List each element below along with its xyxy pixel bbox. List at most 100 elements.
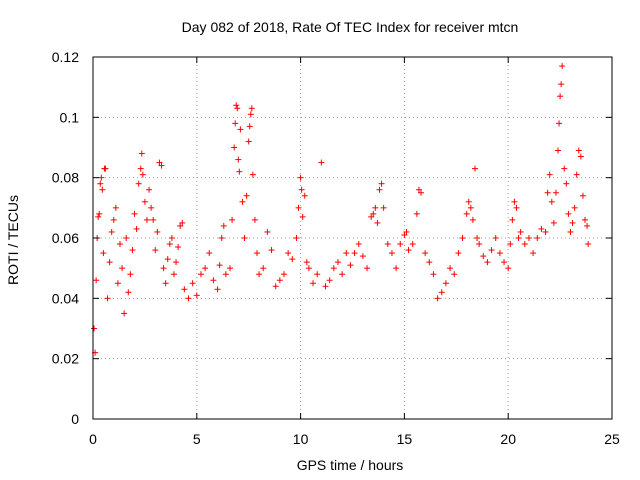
data-point bbox=[447, 265, 454, 272]
data-point bbox=[409, 241, 416, 248]
data-point bbox=[343, 250, 350, 257]
x-tick-label: 5 bbox=[193, 431, 201, 447]
data-point bbox=[455, 250, 462, 257]
data-point bbox=[237, 126, 244, 133]
data-point bbox=[299, 213, 306, 220]
data-point bbox=[173, 259, 180, 266]
data-point bbox=[351, 250, 358, 257]
data-point bbox=[418, 189, 425, 196]
data-point bbox=[507, 241, 514, 248]
data-point bbox=[175, 244, 182, 251]
data-point bbox=[538, 225, 545, 232]
data-point bbox=[164, 256, 171, 263]
data-point bbox=[451, 271, 458, 278]
data-point bbox=[243, 192, 250, 199]
data-point bbox=[544, 189, 551, 196]
data-point bbox=[347, 262, 354, 269]
data-point bbox=[227, 265, 234, 272]
grid-lines bbox=[93, 57, 612, 419]
data-point bbox=[179, 219, 186, 226]
data-point bbox=[476, 241, 483, 248]
data-point bbox=[359, 253, 366, 260]
data-point bbox=[193, 292, 200, 299]
data-point bbox=[434, 295, 441, 302]
data-point bbox=[131, 210, 138, 217]
data-point bbox=[97, 180, 104, 187]
data-point bbox=[95, 213, 102, 220]
data-point bbox=[229, 216, 236, 223]
data-point bbox=[521, 241, 528, 248]
data-point bbox=[268, 247, 275, 254]
data-point bbox=[114, 280, 121, 287]
data-point bbox=[239, 198, 246, 205]
data-point bbox=[96, 210, 103, 217]
data-point bbox=[251, 216, 258, 223]
data-point bbox=[556, 120, 563, 127]
data-point bbox=[297, 174, 304, 181]
data-point bbox=[148, 204, 155, 211]
data-point bbox=[222, 271, 229, 278]
x-tick-label: 25 bbox=[604, 431, 620, 447]
data-point bbox=[492, 235, 499, 241]
data-point bbox=[488, 247, 495, 254]
data-point bbox=[368, 213, 375, 220]
x-tick-label: 15 bbox=[397, 431, 413, 447]
data-point bbox=[426, 259, 433, 266]
x-tick-label: 0 bbox=[89, 431, 97, 447]
data-point bbox=[318, 159, 325, 166]
data-point bbox=[563, 180, 570, 187]
data-point bbox=[160, 265, 167, 272]
data-point bbox=[405, 247, 412, 254]
data-point bbox=[264, 228, 271, 235]
data-point bbox=[93, 277, 100, 284]
data-point bbox=[322, 283, 329, 290]
data-point bbox=[430, 271, 437, 278]
data-point bbox=[185, 295, 192, 302]
data-point bbox=[236, 168, 243, 175]
data-point bbox=[166, 241, 173, 248]
data-point bbox=[372, 204, 379, 211]
data-point bbox=[146, 186, 153, 193]
data-point bbox=[301, 192, 308, 199]
data-point bbox=[245, 138, 252, 145]
data-point bbox=[438, 289, 445, 296]
data-point bbox=[393, 265, 400, 272]
data-point bbox=[573, 171, 580, 178]
data-point bbox=[403, 228, 410, 235]
data-point bbox=[138, 150, 145, 157]
data-point bbox=[310, 280, 317, 287]
data-point bbox=[234, 105, 241, 112]
data-point bbox=[546, 171, 553, 178]
data-point bbox=[467, 204, 474, 211]
data-point bbox=[585, 241, 592, 248]
data-point bbox=[285, 250, 292, 257]
data-point bbox=[330, 265, 337, 272]
data-point bbox=[509, 216, 516, 223]
data-point bbox=[569, 219, 576, 226]
y-tick-label: 0.02 bbox=[52, 351, 79, 367]
data-point bbox=[104, 295, 111, 302]
data-point bbox=[295, 204, 302, 211]
data-point bbox=[256, 271, 263, 278]
data-point bbox=[376, 186, 383, 193]
data-point bbox=[276, 277, 283, 284]
data-point bbox=[216, 262, 223, 269]
data-point bbox=[496, 250, 503, 257]
data-point bbox=[150, 216, 157, 223]
data-point bbox=[298, 186, 305, 193]
data-point bbox=[248, 105, 255, 112]
y-tick-labels: 0 0.02 0.04 0.06 0.08 0.1 0.12 bbox=[52, 49, 79, 427]
x-tick-label: 10 bbox=[293, 431, 309, 447]
data-marks bbox=[91, 63, 592, 356]
x-tick-labels: 0 5 10 15 20 25 bbox=[89, 431, 620, 447]
data-point bbox=[305, 265, 312, 272]
data-point bbox=[106, 259, 113, 266]
data-point bbox=[241, 235, 248, 241]
data-point bbox=[582, 216, 589, 223]
data-point bbox=[141, 198, 148, 205]
y-tick-label: 0.12 bbox=[52, 49, 79, 65]
data-point bbox=[548, 198, 555, 205]
data-point bbox=[370, 210, 377, 217]
data-point bbox=[530, 250, 537, 257]
